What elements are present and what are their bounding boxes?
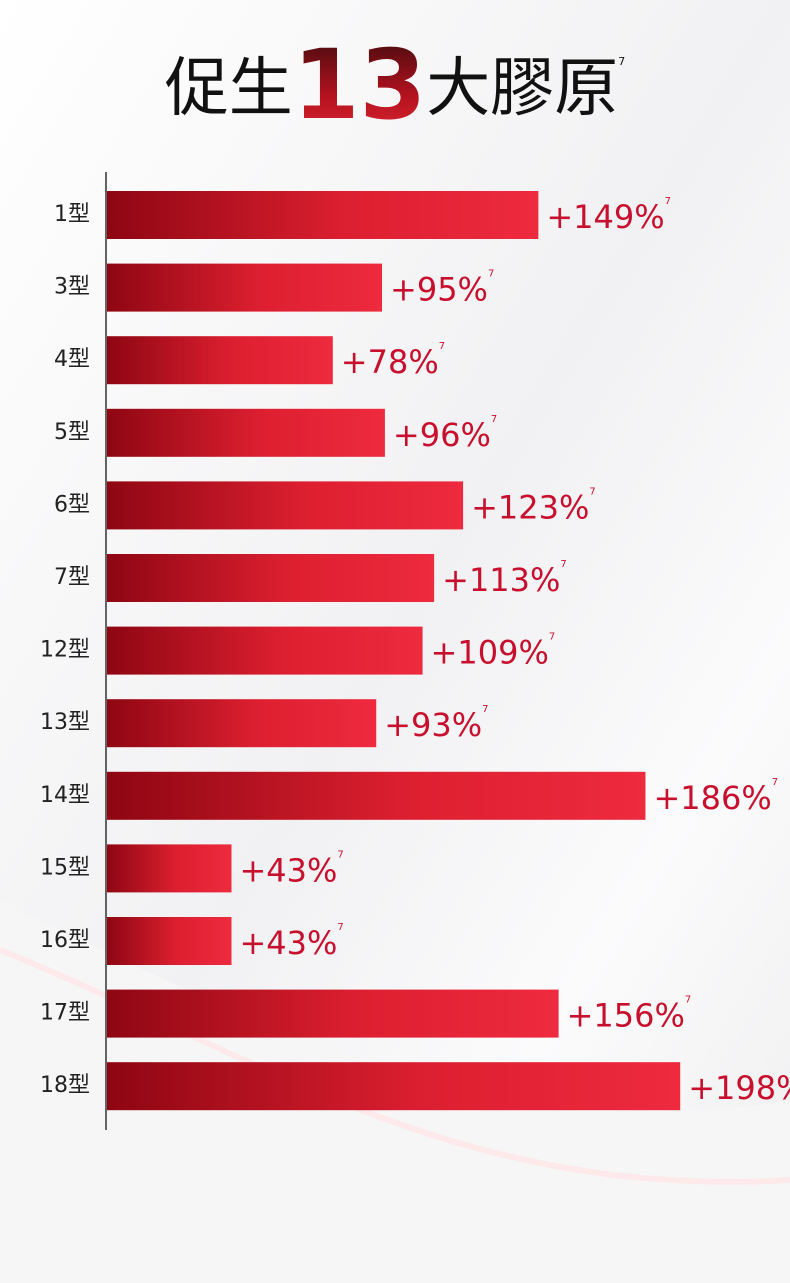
value-text: +113%: [442, 561, 560, 599]
bar: [107, 263, 383, 312]
footnote-mark: 7: [772, 777, 778, 788]
bar: [107, 771, 646, 820]
value-text: +93%: [384, 706, 482, 744]
value-label: +78%7: [341, 341, 445, 381]
footnote-mark: 7: [665, 196, 671, 207]
value-text: +109%: [431, 634, 549, 672]
bar: [107, 336, 333, 385]
y-tick-label: 12型: [40, 638, 90, 663]
y-tick-label: 1型: [54, 202, 90, 227]
chart-title: 促生13大膠原7: [165, 29, 626, 141]
footnote-mark: 7: [560, 559, 566, 570]
value-text: +198%: [688, 1069, 790, 1107]
value-text: +149%: [546, 198, 664, 236]
footnote-mark: 7: [439, 341, 445, 352]
footnote-mark: 7: [337, 922, 343, 933]
value-label: +95%7: [390, 269, 494, 309]
bar: [107, 191, 539, 239]
y-tick-label: 6型: [54, 492, 90, 517]
value-label: +149%7: [546, 196, 671, 236]
bar: [107, 917, 232, 965]
bar: [107, 626, 423, 675]
y-tick-label: 17型: [40, 1001, 90, 1026]
value-text: +95%: [390, 271, 488, 309]
bar: [107, 554, 435, 602]
bar: [107, 481, 464, 530]
value-text: +186%: [653, 779, 771, 817]
title-part: 促生: [165, 52, 293, 126]
footnote-mark: 7: [618, 55, 625, 68]
y-tick-label: 13型: [40, 710, 90, 735]
y-tick-label: 3型: [54, 275, 90, 300]
y-tick-label: 14型: [40, 783, 90, 808]
value-text: +43%: [239, 851, 337, 889]
title-number: 13: [293, 29, 427, 141]
value-text: +96%: [393, 416, 491, 454]
value-label: +123%7: [471, 486, 596, 526]
bar: [107, 844, 232, 893]
footnote-mark: 7: [482, 704, 488, 715]
value-label: +109%7: [431, 632, 556, 672]
value-text: +156%: [567, 997, 685, 1035]
value-label: +186%7: [653, 777, 778, 817]
footnote-mark: 7: [337, 849, 343, 860]
y-tick-label: 4型: [54, 347, 90, 372]
bar: [107, 989, 559, 1038]
footnote-mark: 7: [685, 995, 691, 1006]
bar: [107, 699, 377, 748]
y-tick-label: 16型: [40, 928, 90, 953]
value-text: +78%: [341, 343, 439, 381]
y-tick-label: 18型: [40, 1073, 90, 1098]
value-label: +198%7: [688, 1067, 790, 1107]
bar: [107, 1062, 681, 1111]
y-tick-label: 15型: [40, 855, 90, 880]
value-text: +43%: [239, 924, 337, 962]
y-tick-label: 7型: [54, 565, 90, 590]
title-part: 大膠原: [426, 52, 618, 126]
value-label: +113%7: [442, 559, 567, 599]
value-label: +96%7: [393, 414, 497, 454]
value-label: +43%7: [239, 922, 343, 962]
y-tick-label: 5型: [54, 420, 90, 445]
footnote-mark: 7: [491, 414, 497, 425]
value-label: +93%7: [384, 704, 488, 744]
value-text: +123%: [471, 488, 589, 526]
footnote-mark: 7: [488, 269, 494, 280]
footnote-mark: 7: [549, 632, 555, 643]
value-label: +156%7: [567, 995, 692, 1035]
bar: [107, 408, 385, 457]
footnote-mark: 7: [589, 486, 595, 497]
value-label: +43%7: [239, 849, 343, 889]
